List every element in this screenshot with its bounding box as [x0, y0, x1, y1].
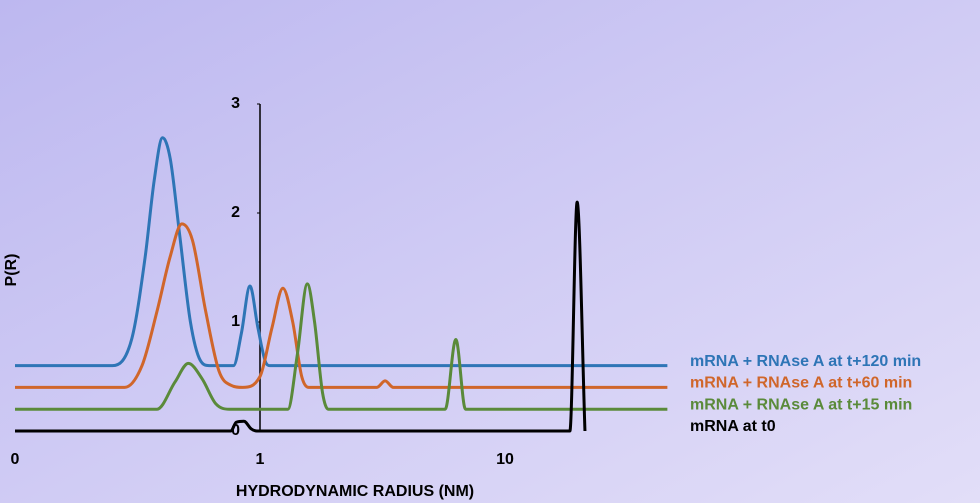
legend-label: mRNA + RNAse A at t+15 min — [690, 396, 912, 413]
series-line — [15, 136, 668, 368]
y-tick-label: 1 — [231, 313, 240, 330]
legend-label: mRNA at t0 — [690, 418, 776, 435]
x-axis-label: HYDRODYNAMIC RADIUS (NM) — [236, 483, 474, 500]
y-tick-label: 2 — [231, 204, 240, 221]
x-tick-label: 1 — [256, 451, 265, 468]
legend-label: mRNA + RNAse A at t+60 min — [690, 375, 912, 392]
x-tick-label: 10 — [496, 451, 514, 468]
y-tick-label: 0 — [231, 422, 240, 439]
series-line — [14, 282, 668, 411]
legend-label: mRNA + RNAse A at t+120 min — [690, 353, 921, 370]
y-tick-label: 3 — [231, 95, 240, 112]
series-line — [15, 200, 587, 433]
x-tick-label: 0 — [11, 451, 20, 468]
y-axis-label: P(R) — [3, 254, 20, 287]
series-line — [15, 222, 668, 389]
